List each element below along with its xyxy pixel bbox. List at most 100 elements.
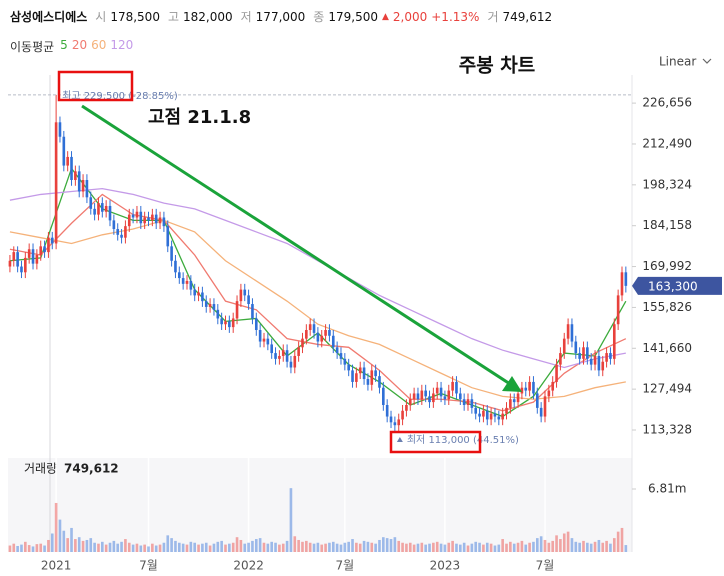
candle-body <box>405 405 408 411</box>
volume-bar <box>459 544 462 552</box>
candle-body <box>482 410 485 417</box>
volume-bar <box>532 541 535 552</box>
candle-body <box>509 399 512 408</box>
candle-body <box>574 341 578 354</box>
volume-bar <box>405 543 408 552</box>
volume-bar <box>58 519 62 552</box>
volume-bar <box>243 543 247 552</box>
candle-body <box>197 292 200 296</box>
legend-entry[interactable]: 60 <box>91 38 107 52</box>
candle-body <box>54 122 58 244</box>
candle-body <box>451 381 454 391</box>
highlight-box <box>57 70 134 102</box>
volume-bar <box>428 543 431 552</box>
volume-bar <box>181 543 185 552</box>
volume-bar <box>551 540 555 552</box>
legend-entry[interactable]: 120 <box>110 38 134 52</box>
candle-body <box>412 393 416 400</box>
legend-entry[interactable]: 5 <box>60 38 68 52</box>
candle-body <box>147 217 150 221</box>
volume-bar <box>489 543 493 552</box>
scale-selector[interactable]: Linear <box>659 55 696 69</box>
volume-bar <box>247 542 250 552</box>
volume-bar <box>170 538 173 552</box>
candle-body <box>108 205 112 221</box>
volume-bar <box>320 544 324 552</box>
candle-body <box>258 330 262 342</box>
candle-body <box>539 407 543 417</box>
candle-body <box>366 379 370 385</box>
volume-bar <box>101 541 104 552</box>
candle-body <box>208 304 212 307</box>
candle-body <box>609 353 612 359</box>
candle-body <box>385 405 389 417</box>
volume-bar <box>127 542 131 552</box>
dropdown-icon[interactable] <box>702 58 712 64</box>
candle-body <box>262 338 266 342</box>
candle-body <box>216 309 220 319</box>
volume-bar <box>224 544 227 552</box>
candle-body <box>328 330 331 336</box>
volume-bar <box>208 545 212 552</box>
candle-body <box>220 318 223 325</box>
candle-body <box>308 324 312 330</box>
volume-bar <box>158 544 162 552</box>
volume-bar <box>324 543 327 552</box>
volume-bar <box>239 539 243 552</box>
volume-bar <box>70 527 73 552</box>
volume-bar <box>474 541 478 552</box>
volume-bar <box>289 488 293 552</box>
candle-body <box>97 203 100 215</box>
y-tick-label: 113,328 <box>642 423 692 437</box>
volume-bar <box>524 544 528 552</box>
volume-bar <box>385 538 389 552</box>
candle-body <box>201 292 204 302</box>
volume-bar <box>366 541 370 552</box>
candle-body <box>266 338 270 345</box>
volume-bar <box>432 542 435 552</box>
volume-bar <box>416 543 420 552</box>
candle-body <box>158 217 162 224</box>
candle-body <box>616 295 620 325</box>
candle-body <box>347 364 350 371</box>
candle-body <box>251 304 254 319</box>
volume-bar <box>278 544 281 552</box>
candle-body <box>532 381 535 394</box>
volume-last: 749,612 <box>64 462 119 476</box>
candle-body <box>185 280 189 284</box>
volume-bar <box>85 539 89 552</box>
volume-bar <box>31 546 35 552</box>
y-tick-label: 226,656 <box>642 96 692 110</box>
volume-bar <box>108 542 112 552</box>
volume-bar <box>501 539 504 552</box>
volume-bar <box>8 545 12 552</box>
value: 177,000 <box>255 9 306 24</box>
candle-body <box>124 226 127 238</box>
volume-bar <box>539 536 543 552</box>
volume-bar <box>162 542 166 552</box>
candle-body <box>31 249 35 264</box>
volume-bar <box>301 541 304 552</box>
volume-bar <box>77 537 81 552</box>
candle-body <box>597 355 601 371</box>
volume-bar <box>382 537 385 552</box>
volume-bar <box>297 539 300 552</box>
volume-bar <box>254 539 258 552</box>
candle-body <box>47 237 50 253</box>
candle-body <box>281 350 285 356</box>
volume-bar <box>378 539 381 552</box>
volume-bar <box>543 539 547 552</box>
candle-body <box>520 387 524 394</box>
candle-body <box>466 399 470 405</box>
volume-bar <box>589 543 593 552</box>
candle-body <box>401 410 404 420</box>
change-arrow: ▲ <box>381 11 389 22</box>
legend-entry[interactable]: 20 <box>71 38 88 52</box>
candle-body <box>274 353 277 359</box>
volume-bar <box>308 542 312 552</box>
candle-body <box>189 280 193 290</box>
candle-body <box>101 203 104 212</box>
candle-body <box>312 324 316 333</box>
volume-bar <box>151 543 154 552</box>
candle-body <box>66 156 69 166</box>
